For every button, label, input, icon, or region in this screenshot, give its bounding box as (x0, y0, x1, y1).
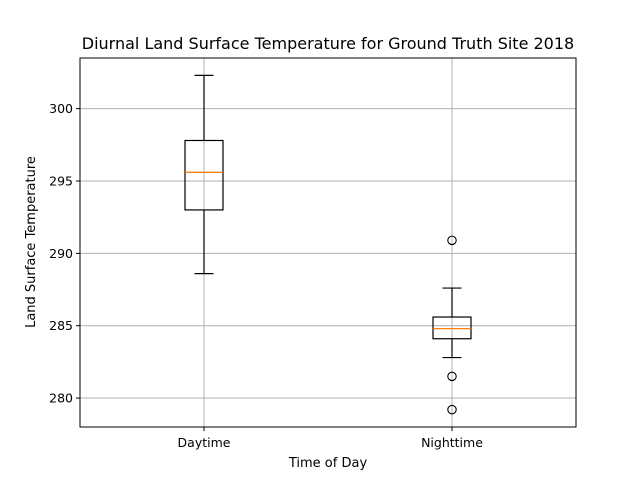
chart-title: Diurnal Land Surface Temperature for Gro… (82, 34, 574, 53)
axes-frame (79, 57, 577, 428)
y-tick-label: 300 (49, 101, 73, 116)
outlier-point (447, 371, 457, 382)
outlier-point (447, 404, 457, 415)
y-tick-label: 290 (49, 246, 73, 261)
box-group-nighttime (432, 235, 472, 415)
x-tick-label: Daytime (178, 435, 231, 450)
x-axis-label: Time of Day (288, 456, 368, 471)
y-tick-label: 285 (49, 318, 73, 333)
outlier-point (447, 235, 457, 246)
iqr-box (432, 316, 472, 340)
plot-area (184, 74, 472, 415)
iqr-box (184, 139, 224, 211)
x-tick-label: Nighttime (421, 435, 483, 450)
box-group-daytime (184, 74, 224, 275)
y-tick-label: 295 (49, 174, 73, 189)
axis-ticks: 280 285 290 295 300 Daytime Nighttime (49, 101, 483, 450)
y-axis-label: Land Surface Temperature (24, 156, 39, 328)
grid-lines (80, 58, 576, 427)
y-tick-label: 280 (49, 391, 73, 406)
